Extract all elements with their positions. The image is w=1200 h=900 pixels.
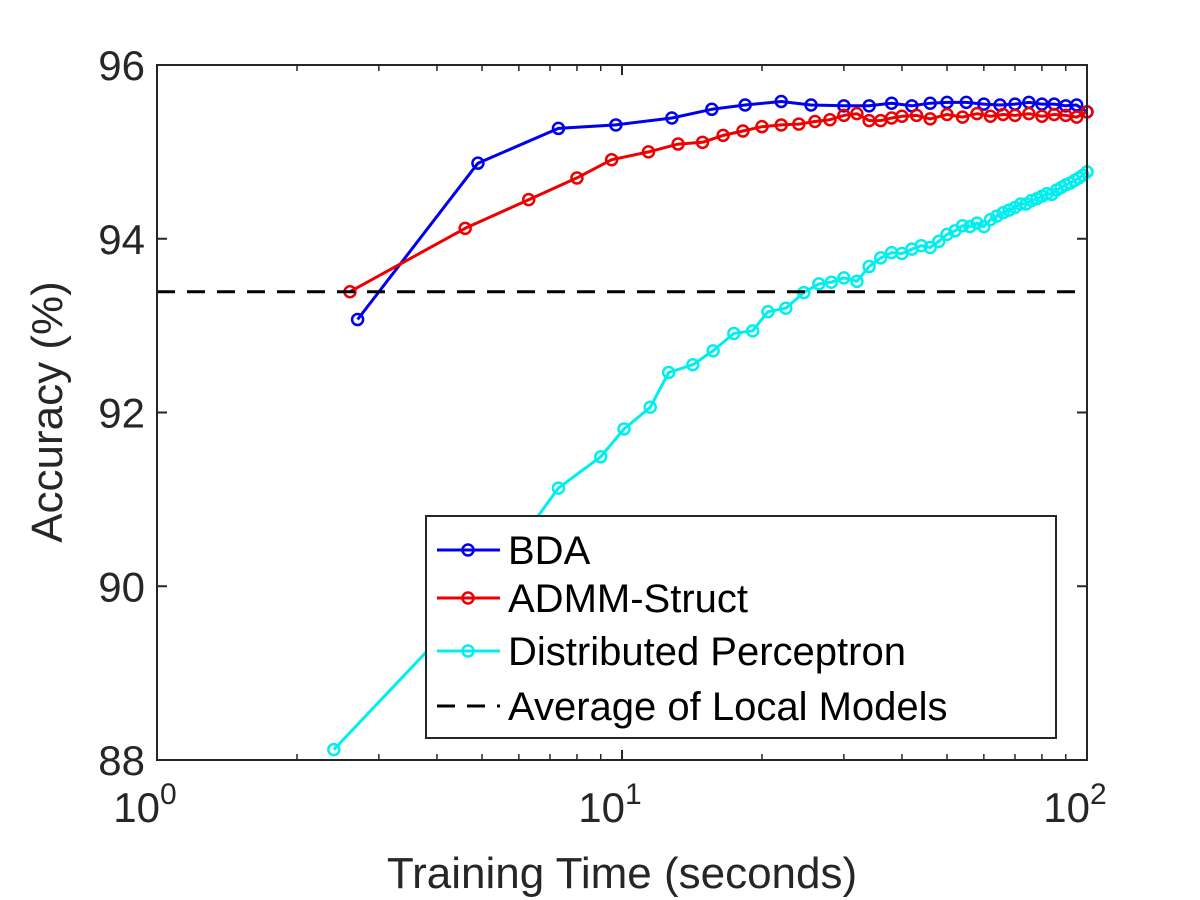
data-point-distributed-perceptron [955, 218, 970, 233]
x-tick-label: 100 [113, 778, 176, 831]
data-point-admm-struct [1069, 110, 1084, 124]
series-layer [157, 94, 1094, 757]
data-point-admm-struct [736, 124, 750, 138]
data-point-bda [959, 95, 974, 110]
data-point-bda [884, 96, 899, 110]
data-point-distributed-perceptron [914, 238, 928, 253]
data-point-distributed-perceptron [837, 271, 851, 285]
data-point-distributed-perceptron [593, 450, 608, 464]
legend-label-average-of-local-models: Average of Local Models [508, 685, 948, 729]
legend-label-distributed-perceptron: Distributed Perceptron [508, 630, 906, 674]
data-point-admm-struct [695, 135, 710, 150]
data-point-distributed-perceptron [745, 324, 760, 338]
legend-label-bda: BDA [508, 529, 591, 573]
ticks-layer: 88 90 92 94 96 100 101 102 [98, 42, 1106, 831]
series-line-bda [356, 100, 1088, 321]
series-distributed-perceptron [327, 165, 1094, 757]
data-point-admm-struct [970, 106, 984, 121]
data-point-distributed-perceptron [643, 400, 657, 415]
data-point-admm-struct [895, 109, 909, 124]
data-point-bda [665, 111, 679, 125]
data-point-distributed-perceptron [824, 275, 839, 289]
data-point-admm-struct [1022, 106, 1036, 121]
data-point-admm-struct [955, 110, 970, 124]
data-point-distributed-perceptron [873, 251, 888, 265]
data-point-distributed-perceptron [686, 357, 700, 372]
data-point-admm-struct [1035, 109, 1049, 124]
data-point-admm-struct [774, 118, 788, 132]
data-point-distributed-perceptron [327, 742, 341, 757]
data-point-distributed-perceptron [706, 344, 720, 358]
data-point-admm-struct [604, 152, 619, 167]
data-point-admm-struct [808, 114, 822, 129]
legend-marker-distributed-perceptron [461, 644, 475, 658]
data-point-distributed-perceptron [932, 234, 946, 249]
data-point-admm-struct [823, 112, 837, 127]
data-point-admm-struct [458, 221, 472, 236]
data-point-bda [862, 99, 876, 113]
data-point-distributed-perceptron [970, 216, 984, 230]
data-point-bda [471, 156, 485, 170]
legend-label-admm-struct: ADMM-Struct [508, 577, 748, 621]
legend-marker-admm-struct [461, 591, 475, 605]
data-point-bda [804, 98, 818, 112]
data-point-admm-struct [755, 119, 769, 134]
legend-box [425, 515, 1057, 739]
data-point-admm-struct [716, 128, 730, 143]
data-point-distributed-perceptron [761, 304, 775, 319]
data-point-distributed-perceptron [617, 422, 631, 436]
data-point-admm-struct [837, 108, 851, 123]
y-tick-label: 94 [98, 216, 145, 263]
data-point-distributed-perceptron [923, 240, 937, 255]
data-point-distributed-perceptron [779, 301, 793, 315]
data-point-admm-struct [923, 112, 937, 126]
y-axis-label: Accuracy (%) [23, 281, 72, 543]
data-point-distributed-perceptron [727, 326, 741, 341]
data-point-distributed-perceptron [963, 219, 977, 234]
data-point-distributed-perceptron [551, 481, 566, 495]
data-point-admm-struct [1008, 108, 1022, 123]
x-tick-label: 102 [1043, 778, 1106, 831]
data-point-bda [977, 97, 991, 111]
series-admm-struct [343, 105, 1094, 299]
data-point-admm-struct [940, 107, 954, 122]
data-point-admm-struct [671, 137, 685, 151]
data-point-admm-struct [570, 171, 584, 185]
data-point-distributed-perceptron [862, 259, 876, 274]
data-point-admm-struct [641, 145, 656, 159]
y-tick-label: 88 [98, 737, 145, 784]
data-point-bda [350, 312, 365, 327]
data-point-bda [551, 121, 566, 136]
data-point-admm-struct [909, 108, 924, 123]
x-tick-label: 101 [578, 778, 641, 831]
data-point-bda [738, 98, 752, 112]
data-point-bda [923, 96, 937, 110]
data-point-admm-struct [850, 106, 864, 121]
data-point-admm-struct [521, 192, 536, 207]
data-point-bda [609, 118, 623, 132]
y-tick-label: 96 [98, 42, 145, 89]
x-axis-label: Training Time (seconds) [387, 849, 857, 898]
data-point-distributed-perceptron [977, 219, 991, 234]
data-point-bda [837, 99, 851, 113]
y-tick-label: 90 [98, 563, 145, 610]
legend-marker-bda [461, 543, 475, 557]
data-point-distributed-perceptron [812, 277, 826, 291]
data-point-distributed-perceptron [940, 227, 954, 242]
data-point-admm-struct [792, 117, 806, 131]
data-point-distributed-perceptron [850, 274, 864, 289]
data-point-bda [705, 102, 719, 117]
data-point-distributed-perceptron [661, 365, 676, 380]
data-point-bda [774, 94, 788, 109]
y-tick-label: 92 [98, 390, 145, 437]
data-point-admm-struct [983, 109, 998, 124]
